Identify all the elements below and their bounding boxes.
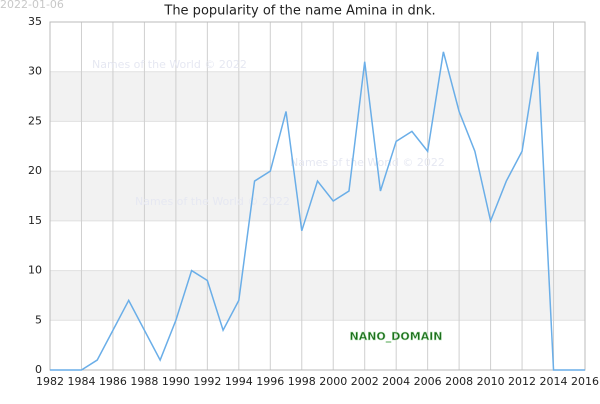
y-tick-label: 15 [28,214,42,227]
grid-band [50,270,585,321]
x-tick-label: 1994 [225,375,253,388]
x-tick-label: 2014 [540,375,568,388]
chart-title: The popularity of the name Amina in dnk. [163,4,435,19]
watermark: Names of the World © 2022 [92,58,247,71]
watermark: Names of the World © 2022 [290,156,445,169]
y-tick-label: 5 [35,313,42,326]
x-tick-label: 1998 [288,375,316,388]
watermark: Names of the World © 2022 [135,195,290,208]
x-tick-label: 2008 [445,375,473,388]
x-tick-label: 1986 [99,375,127,388]
x-tick-label: 2000 [319,375,347,388]
grid-band [50,171,585,221]
x-tick-label: 1990 [162,375,190,388]
plot-border [49,21,586,371]
x-tick-label: 2012 [508,375,536,388]
x-tick-label: 1984 [67,375,95,388]
x-tick-label: 1992 [193,375,221,388]
x-tick-label: 2004 [382,375,410,388]
x-tick-label: 2002 [351,375,379,388]
y-tick-label: 10 [28,264,42,277]
x-tick-label: 2006 [414,375,442,388]
date-stamp: 2022-01-06 [0,0,64,11]
x-tick-label: 2016 [571,375,599,388]
grid-band [50,71,585,122]
y-tick-label: 35 [28,15,42,28]
y-tick-label: 30 [28,65,42,78]
badge: NANO_DOMAIN [349,330,442,343]
x-tick-label: 2010 [477,375,505,388]
y-tick-label: 20 [28,164,42,177]
y-tick-label: 25 [28,114,42,127]
x-tick-label: 1996 [256,375,284,388]
x-tick-label: 1982 [36,375,64,388]
x-tick-label: 1988 [130,375,158,388]
line [50,51,585,371]
y-tick-label: 0 [35,363,42,376]
